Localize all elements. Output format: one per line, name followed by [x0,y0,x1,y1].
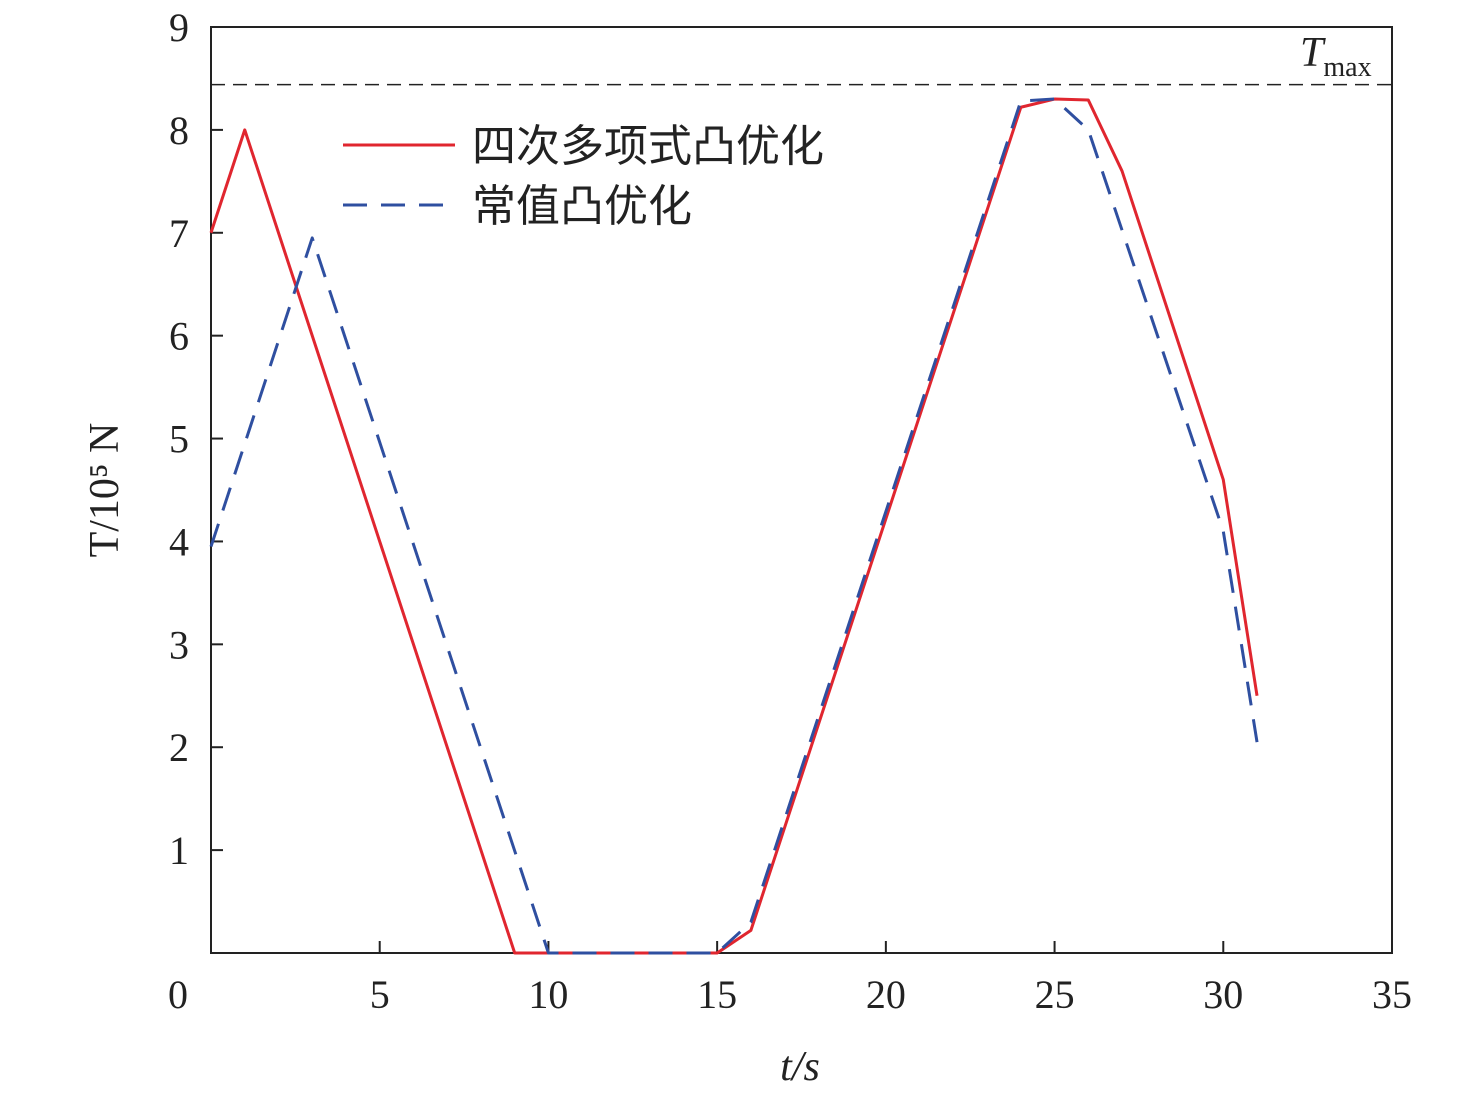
reference-label: Tmax [1300,30,1372,83]
legend-label: 四次多项式凸优化 [472,122,824,171]
series-line [209,97,1259,955]
reference-label-sub: max [1323,52,1371,83]
y-tick-label: 8 [169,108,189,153]
x-tick-label: 0 [168,972,188,1017]
x-tick-label: 35 [1372,972,1412,1017]
x-tick-label: 25 [1035,972,1075,1017]
y-tick-label: 7 [169,211,189,256]
y-tick-label: 6 [169,314,189,359]
y-axis-label: T/10⁵ N [82,423,128,558]
y-tick-label: 3 [169,622,189,667]
y-tick-label: 4 [169,519,189,564]
y-tick-label: 1 [169,828,189,873]
y-tick-label: 5 [169,417,189,462]
x-axis-label: t/s [780,1044,820,1090]
plot-frame [210,26,1393,954]
x-tick-label: 5 [370,972,390,1017]
reference-label-main: T [1300,30,1326,76]
series-line [209,97,1259,955]
x-tick-label: 30 [1203,972,1243,1017]
x-tick-label: 10 [528,972,568,1017]
y-tick-label: 2 [169,725,189,770]
x-tick-label: 15 [697,972,737,1017]
x-tick-label: 20 [866,972,906,1017]
y-tick-label: 9 [169,5,189,50]
legend-label: 常值凸优化 [472,182,692,231]
